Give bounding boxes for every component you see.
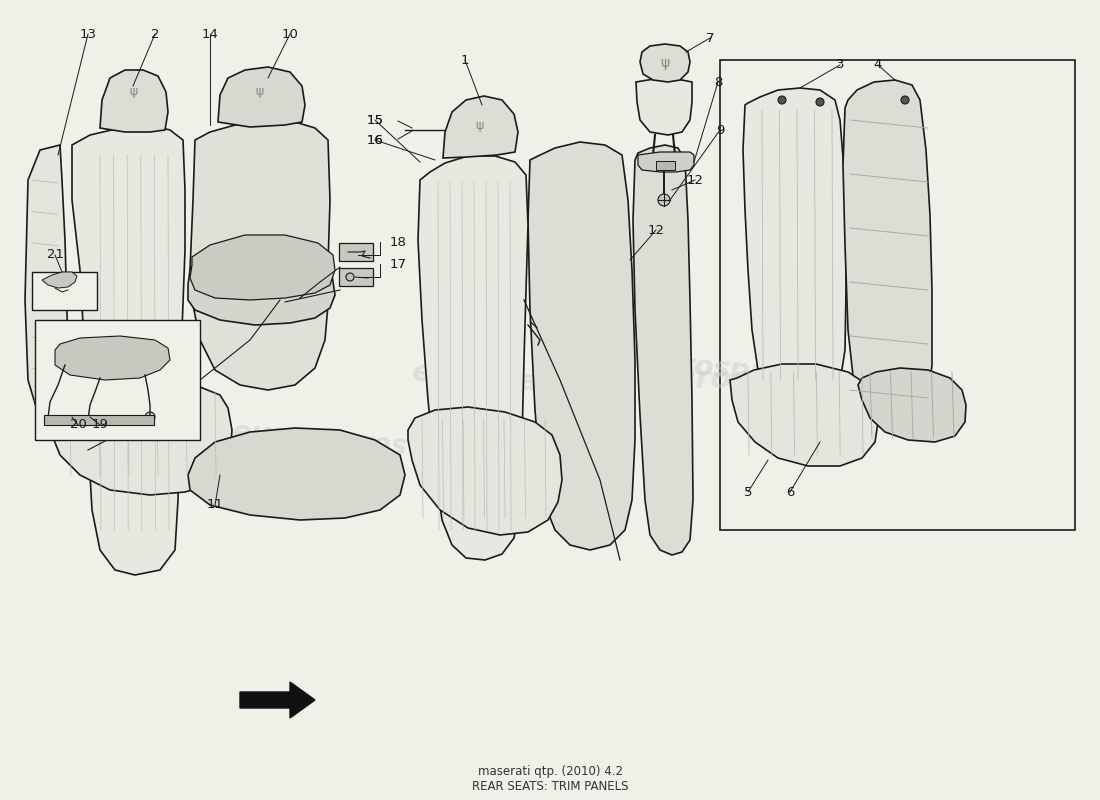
Circle shape (145, 412, 155, 422)
PathPatch shape (240, 682, 315, 718)
Text: maserati qtp. (2010) 4.2: maserati qtp. (2010) 4.2 (477, 766, 623, 778)
Text: ψ: ψ (476, 118, 484, 131)
Text: 13: 13 (79, 27, 97, 41)
Text: 9: 9 (716, 123, 724, 137)
Circle shape (658, 194, 670, 206)
PathPatch shape (843, 80, 932, 422)
PathPatch shape (45, 380, 232, 495)
Text: REAR SEATS: TRIM PANELS: REAR SEATS: TRIM PANELS (472, 779, 628, 793)
PathPatch shape (42, 272, 77, 288)
Circle shape (901, 96, 909, 104)
Text: 17: 17 (390, 258, 407, 270)
PathPatch shape (730, 364, 878, 466)
Text: 7: 7 (706, 31, 714, 45)
PathPatch shape (72, 125, 185, 575)
Text: 4: 4 (873, 58, 882, 71)
PathPatch shape (408, 407, 562, 535)
Text: ψ: ψ (660, 56, 670, 70)
Text: 12: 12 (686, 174, 704, 186)
FancyBboxPatch shape (339, 243, 373, 261)
Text: eurospares: eurospares (641, 349, 818, 391)
PathPatch shape (55, 336, 170, 380)
Circle shape (346, 273, 354, 281)
Text: 18: 18 (390, 235, 407, 249)
PathPatch shape (636, 78, 692, 135)
Text: 14: 14 (201, 27, 219, 41)
Text: eurospares: eurospares (91, 309, 268, 351)
Text: 11: 11 (207, 498, 223, 511)
PathPatch shape (190, 235, 336, 300)
Text: 15: 15 (366, 114, 384, 126)
FancyBboxPatch shape (32, 272, 97, 310)
FancyBboxPatch shape (720, 60, 1075, 530)
PathPatch shape (742, 88, 846, 404)
Text: 16: 16 (366, 134, 384, 146)
Text: 15: 15 (366, 114, 384, 126)
Text: eurospares: eurospares (231, 418, 408, 462)
PathPatch shape (190, 122, 330, 390)
Text: 8: 8 (714, 75, 723, 89)
PathPatch shape (188, 245, 336, 325)
Circle shape (816, 98, 824, 106)
Text: 21: 21 (46, 249, 64, 262)
Text: 16: 16 (366, 134, 384, 146)
PathPatch shape (638, 152, 694, 172)
Text: ψ: ψ (129, 86, 138, 98)
Text: ψ: ψ (256, 86, 264, 98)
FancyArrowPatch shape (530, 322, 537, 327)
Bar (44, 415, 154, 425)
PathPatch shape (218, 67, 305, 127)
PathPatch shape (25, 145, 68, 430)
Text: 5: 5 (744, 486, 752, 498)
PathPatch shape (188, 428, 405, 520)
FancyBboxPatch shape (35, 320, 200, 440)
PathPatch shape (640, 44, 690, 82)
Text: eurospares: eurospares (411, 358, 588, 402)
FancyBboxPatch shape (656, 161, 674, 170)
PathPatch shape (528, 142, 635, 550)
Text: 2: 2 (151, 27, 160, 41)
Text: 1: 1 (461, 54, 470, 66)
Text: 3: 3 (836, 58, 845, 71)
Text: 20: 20 (69, 418, 87, 431)
PathPatch shape (443, 96, 518, 158)
Text: 6: 6 (785, 486, 794, 498)
PathPatch shape (418, 156, 528, 560)
Text: 10: 10 (282, 27, 298, 41)
Text: 12: 12 (648, 223, 664, 237)
FancyBboxPatch shape (339, 268, 373, 286)
PathPatch shape (632, 145, 693, 555)
PathPatch shape (100, 70, 168, 132)
Text: eurospares: eurospares (653, 366, 846, 394)
PathPatch shape (858, 368, 966, 442)
Text: 19: 19 (91, 418, 109, 431)
Circle shape (778, 96, 786, 104)
